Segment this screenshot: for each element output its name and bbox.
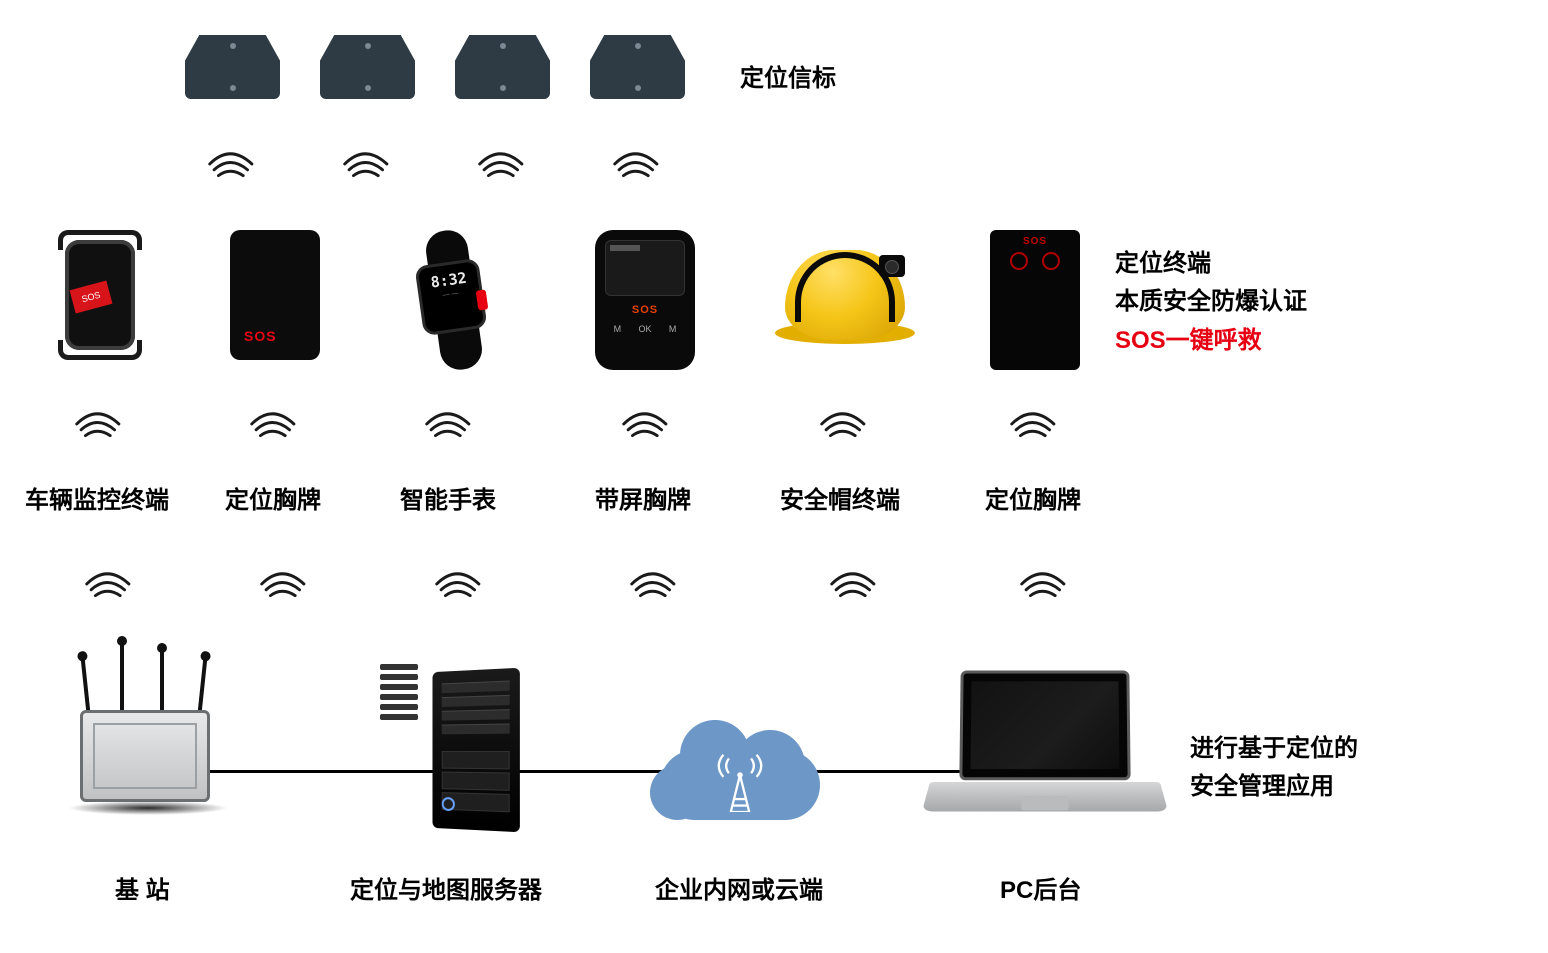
- key-label: OK: [638, 324, 651, 334]
- signal-icon: [65, 400, 135, 440]
- key-label: M: [614, 324, 622, 334]
- beacon-icon: [590, 35, 685, 99]
- side-line3: SOS一键呼救: [1115, 322, 1307, 360]
- connection-line: [190, 770, 960, 773]
- signal-icon: [612, 400, 682, 440]
- terminal-label: 智能手表: [400, 480, 496, 515]
- beacons-label: 定位信标: [740, 58, 836, 93]
- infra-side-text: 进行基于定位的 安全管理应用: [1190, 730, 1358, 807]
- side-line2: 本质安全防爆认证: [1115, 283, 1307, 321]
- beacon-icon: [320, 35, 415, 99]
- terminal-label: 车辆监控终端: [25, 480, 169, 515]
- infra-label: 企业内网或云端: [655, 870, 823, 905]
- infra-label: 定位与地图服务器: [350, 870, 542, 905]
- terminal-label: 定位胸牌: [225, 480, 321, 515]
- key-label: M: [669, 324, 677, 334]
- signal-icon: [250, 560, 320, 600]
- terminal-label: 带屏胸牌: [595, 480, 691, 515]
- signal-icon: [1000, 400, 1070, 440]
- server-icon: [380, 660, 520, 830]
- signal-icon: [810, 400, 880, 440]
- watch-time: 8:32: [429, 269, 467, 292]
- signal-icon: [333, 140, 403, 180]
- side-line1: 定位终端: [1115, 245, 1307, 283]
- signal-icon: [415, 400, 485, 440]
- badge2-icon: SOS: [990, 230, 1080, 370]
- sos-label: SOS: [244, 328, 277, 344]
- vehicle-terminal-icon: SOS: [50, 230, 150, 360]
- helmet-icon: [775, 230, 915, 350]
- badge-card-icon: SOS: [230, 230, 320, 360]
- infra-label: PC后台: [1000, 870, 1081, 905]
- infra-side-line2: 安全管理应用: [1190, 768, 1358, 806]
- signal-icon: [820, 560, 890, 600]
- signal-icon: [1010, 560, 1080, 600]
- beacon-icon: [455, 35, 550, 99]
- signal-icon: [603, 140, 673, 180]
- sos-label: SOS: [605, 304, 685, 316]
- laptop-icon: [930, 670, 1160, 830]
- screen-badge-icon: SOS M OK M: [595, 230, 695, 370]
- beacon-icon: [185, 35, 280, 99]
- basestation-icon: [60, 640, 240, 820]
- signal-icon: [425, 560, 495, 600]
- terminal-label: 定位胸牌: [985, 480, 1081, 515]
- infra-label: 基 站: [115, 870, 170, 905]
- signal-icon: [75, 560, 145, 600]
- signal-icon: [468, 140, 538, 180]
- signal-icon: [240, 400, 310, 440]
- signal-icon: [198, 140, 268, 180]
- sos-label: SOS: [990, 236, 1080, 247]
- terminals-side-text: 定位终端 本质安全防爆认证 SOS一键呼救: [1115, 245, 1307, 360]
- infra-side-line1: 进行基于定位的: [1190, 730, 1358, 768]
- smartwatch-icon: 8:32 — —: [395, 230, 505, 370]
- cloud-icon: [650, 690, 830, 830]
- terminal-label: 安全帽终端: [780, 480, 900, 515]
- signal-icon: [620, 560, 690, 600]
